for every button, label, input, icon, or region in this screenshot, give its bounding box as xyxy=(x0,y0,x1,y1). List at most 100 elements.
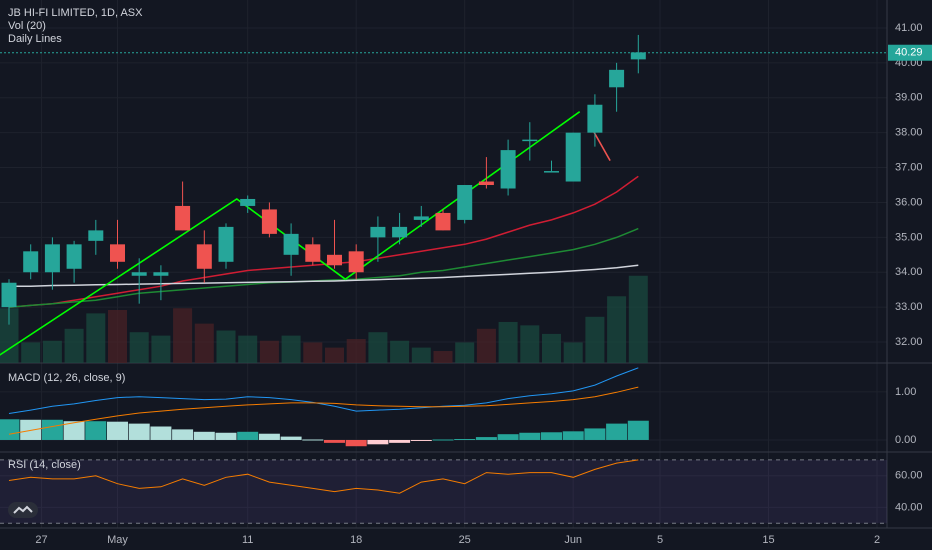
candle-body xyxy=(88,230,104,241)
candlesticks xyxy=(0,34,887,325)
volume-bar xyxy=(520,325,540,363)
macd-histogram-bar xyxy=(541,432,562,440)
time-tick-label: 2 xyxy=(874,534,880,546)
rsi-legend[interactable]: RSI (14, close) xyxy=(8,459,81,471)
volume-bar xyxy=(64,328,84,363)
volume-legend[interactable]: Vol (20) xyxy=(8,20,46,32)
volume-bar xyxy=(151,335,171,363)
candle-body xyxy=(1,282,17,308)
moving-averages xyxy=(8,175,639,308)
time-tick-label: May xyxy=(107,534,128,546)
volume-bar xyxy=(216,330,236,363)
volume-bar xyxy=(563,342,583,363)
candle-body xyxy=(544,171,559,173)
volume-bars xyxy=(0,275,648,363)
volume-bar xyxy=(86,313,106,363)
macd-histogram-bar xyxy=(0,419,20,440)
volume-bar xyxy=(390,340,410,363)
candle-body xyxy=(110,244,125,262)
macd-histogram-bar xyxy=(237,431,259,440)
rsi-line xyxy=(8,459,639,494)
price-tick-label: 41.00 xyxy=(895,22,923,34)
ma-fast-line xyxy=(8,175,639,308)
candle-body xyxy=(500,150,516,189)
macd-histogram-bar xyxy=(215,432,237,440)
macd-histogram-bar xyxy=(150,426,172,440)
macd-histogram-bar xyxy=(280,436,302,440)
signal-line xyxy=(8,386,639,435)
price-axis[interactable]: 32.00 33.00 34.00 35.00 36.00 37.00 38.00 39.00… xyxy=(888,22,932,513)
candle-body xyxy=(131,272,147,276)
volume-bar xyxy=(42,340,62,363)
macd-tick-label: 1.00 xyxy=(895,386,916,398)
macd-histogram-bar xyxy=(107,421,128,440)
macd-histogram-bar xyxy=(497,434,519,440)
candle-body xyxy=(609,69,625,88)
volume-bar xyxy=(346,339,366,363)
candle-body xyxy=(522,139,538,142)
candle-body xyxy=(457,185,473,220)
candle-body xyxy=(630,52,646,60)
volume-bar xyxy=(455,342,475,363)
volume-bar xyxy=(21,342,41,363)
volume-bar xyxy=(585,316,605,363)
volume-bar xyxy=(238,335,258,363)
time-tick-label: Jun xyxy=(564,534,582,546)
volume-bar xyxy=(498,321,518,363)
macd-histogram-bar xyxy=(20,419,42,440)
macd-histogram-bar xyxy=(454,439,476,441)
macd-tick-label: 0.00 xyxy=(895,434,916,446)
macd-histogram-bar xyxy=(475,437,497,440)
pane-separators xyxy=(0,0,932,529)
macd-histogram-bar xyxy=(258,433,280,440)
price-tick-label: 33.00 xyxy=(895,301,923,313)
tradingview-logo-icon[interactable] xyxy=(8,502,38,518)
volume-bar xyxy=(194,323,214,363)
macd-histogram-bar xyxy=(627,420,649,440)
time-tick-label: 5 xyxy=(657,534,663,546)
macd-histogram-bar xyxy=(519,432,541,440)
candle-body xyxy=(175,205,191,231)
candle-body xyxy=(240,198,256,206)
volume-bar xyxy=(368,332,388,363)
symbol-title[interactable]: JB HI-FI LIMITED, 1D, ASX xyxy=(8,7,143,19)
time-axis[interactable]: 27 May 11 18 25 Jun 5 15 2 xyxy=(35,534,880,546)
volume-bar xyxy=(542,333,561,363)
macd-histogram-bar xyxy=(302,439,324,441)
macd-line xyxy=(8,367,639,414)
candle-body xyxy=(153,272,169,276)
macd-legend[interactable]: MACD (12, 26, close, 9) xyxy=(8,372,126,384)
candle-body xyxy=(478,181,494,186)
rsi-tick-label: 60.00 xyxy=(895,470,923,482)
time-tick-label: 25 xyxy=(459,534,471,546)
candle-body xyxy=(261,209,277,234)
time-tick-label: 18 xyxy=(350,534,362,546)
price-tick-label: 39.00 xyxy=(895,92,923,104)
candle-body xyxy=(413,216,429,220)
macd-histogram-bar xyxy=(193,431,215,440)
rsi-band xyxy=(0,459,887,524)
volume-bar xyxy=(325,347,344,363)
price-tag-label: 40.29 xyxy=(895,47,923,59)
macd-histogram-bar xyxy=(172,429,194,440)
volume-bar xyxy=(303,342,323,363)
macd-histogram-bar xyxy=(389,439,411,443)
lines-legend[interactable]: Daily Lines xyxy=(8,33,62,45)
grid-lines xyxy=(0,0,887,528)
candle-body xyxy=(66,244,82,269)
price-tick-label: 35.00 xyxy=(895,231,923,243)
macd-histogram-bar xyxy=(410,439,432,441)
candle-body xyxy=(348,251,364,273)
volume-bar xyxy=(173,308,193,363)
time-tick-label: 27 xyxy=(35,534,47,546)
price-tick-label: 34.00 xyxy=(895,266,923,278)
candle-body xyxy=(196,244,212,269)
macd-histogram-bar xyxy=(128,423,150,440)
volume-bar xyxy=(281,335,301,363)
ma-slow-line xyxy=(9,264,639,287)
candle-body xyxy=(305,244,321,262)
volume-bar xyxy=(411,347,431,363)
macd-histogram-bar xyxy=(324,439,345,443)
price-tick-label: 32.00 xyxy=(895,336,923,348)
